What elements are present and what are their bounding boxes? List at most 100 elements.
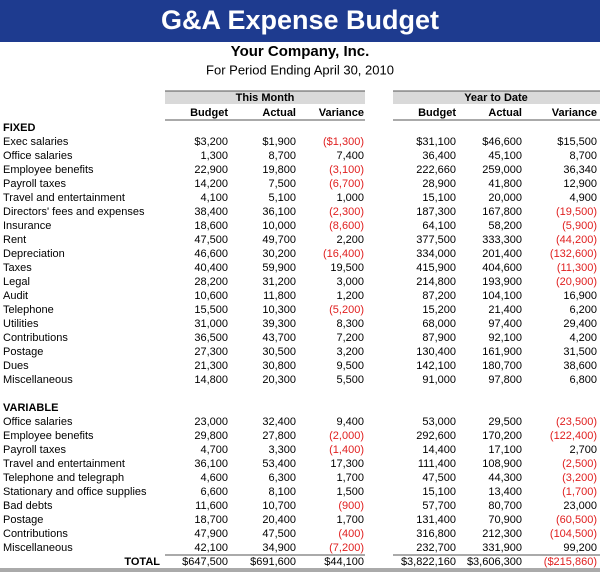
cell: (8,600) xyxy=(329,220,364,232)
cell: $647,500 xyxy=(182,556,228,568)
cell: 7,200 xyxy=(336,332,364,344)
cell: $3,822,160 xyxy=(401,556,456,568)
cell: (900) xyxy=(338,500,364,512)
cell: 99,200 xyxy=(563,542,597,554)
cell: (400) xyxy=(338,528,364,540)
cell: 222,660 xyxy=(416,164,456,176)
cell: 30,500 xyxy=(262,346,296,358)
cell: 28,900 xyxy=(422,178,456,190)
cell: (132,600) xyxy=(550,248,597,260)
cell: (7,200) xyxy=(329,542,364,554)
cell: 6,300 xyxy=(268,472,296,484)
cell: 30,800 xyxy=(262,360,296,372)
cell: 5,500 xyxy=(336,374,364,386)
cell: 36,400 xyxy=(422,150,456,162)
column-header: Budget xyxy=(418,107,456,119)
cell: $46,600 xyxy=(482,136,522,148)
cell: (5,900) xyxy=(562,220,597,232)
column-header: Variance xyxy=(552,107,597,119)
cell: 1,200 xyxy=(336,290,364,302)
cell: 187,300 xyxy=(416,206,456,218)
cell: 7,400 xyxy=(336,150,364,162)
cell: 36,340 xyxy=(563,164,597,176)
row-label: Telephone and telegraph xyxy=(3,472,124,484)
cell: 36,500 xyxy=(194,332,228,344)
cell: 87,900 xyxy=(422,332,456,344)
cell: 15,200 xyxy=(422,304,456,316)
cell: 180,700 xyxy=(482,360,522,372)
cell: 38,600 xyxy=(563,360,597,372)
cell: 8,100 xyxy=(268,486,296,498)
cell: 27,800 xyxy=(262,430,296,442)
cell: 46,600 xyxy=(194,248,228,260)
cell: 15,100 xyxy=(422,192,456,204)
cell: 27,300 xyxy=(194,346,228,358)
cell: 34,900 xyxy=(262,542,296,554)
row-label: Dues xyxy=(3,360,29,372)
cell: 17,100 xyxy=(488,444,522,456)
cell: 22,900 xyxy=(194,164,228,176)
cell: 42,100 xyxy=(194,542,228,554)
cell: 1,000 xyxy=(336,192,364,204)
cell: 14,800 xyxy=(194,374,228,386)
cell: 39,300 xyxy=(262,318,296,330)
cell: 59,900 xyxy=(262,262,296,274)
cell: 170,200 xyxy=(482,430,522,442)
cell: 19,800 xyxy=(262,164,296,176)
cell: 167,800 xyxy=(482,206,522,218)
cell: 47,500 xyxy=(194,234,228,246)
cell: $44,100 xyxy=(324,556,364,568)
cell: 92,100 xyxy=(488,332,522,344)
row-label: Insurance xyxy=(3,220,51,232)
cell: 214,800 xyxy=(416,276,456,288)
cell: 331,900 xyxy=(482,542,522,554)
cell: 4,900 xyxy=(569,192,597,204)
cell: 23,000 xyxy=(194,416,228,428)
column-header: Budget xyxy=(190,107,228,119)
cell: 2,700 xyxy=(569,444,597,456)
cell: 91,000 xyxy=(422,374,456,386)
cell: 8,700 xyxy=(569,150,597,162)
row-label: Miscellaneous xyxy=(3,542,73,554)
cell: (1,400) xyxy=(329,444,364,456)
cell: 10,600 xyxy=(194,290,228,302)
column-header: Actual xyxy=(488,107,522,119)
total-label: TOTAL xyxy=(124,556,160,568)
group-label: This Month xyxy=(236,92,295,104)
cell: (19,500) xyxy=(556,206,597,218)
cell: (3,100) xyxy=(329,164,364,176)
row-label: Directors' fees and expenses xyxy=(3,206,145,218)
cell: 4,600 xyxy=(200,472,228,484)
row-label: Bad debts xyxy=(3,500,53,512)
cell: 4,700 xyxy=(200,444,228,456)
cell: 47,500 xyxy=(422,472,456,484)
cell: (3,200) xyxy=(562,472,597,484)
cell: 15,100 xyxy=(422,486,456,498)
cell: 1,700 xyxy=(336,472,364,484)
cell: 57,700 xyxy=(422,500,456,512)
cell: 5,100 xyxy=(268,192,296,204)
cell: 8,700 xyxy=(268,150,296,162)
cell: 87,200 xyxy=(422,290,456,302)
cell: 31,200 xyxy=(262,276,296,288)
group-label: Year to Date xyxy=(464,92,528,104)
cell: 12,900 xyxy=(563,178,597,190)
cell: (5,200) xyxy=(329,304,364,316)
cell: $1,900 xyxy=(262,136,296,148)
cell: 1,500 xyxy=(336,486,364,498)
row-label: Travel and entertainment xyxy=(3,458,125,470)
cell: ($1,300) xyxy=(323,136,364,148)
row-label: Employee benefits xyxy=(3,430,94,442)
cell: $31,100 xyxy=(416,136,456,148)
cell: 49,700 xyxy=(262,234,296,246)
row-label: Utilities xyxy=(3,318,39,330)
cell: 1,300 xyxy=(200,150,228,162)
cell: 31,000 xyxy=(194,318,228,330)
cell: (2,500) xyxy=(562,458,597,470)
cell: 377,500 xyxy=(416,234,456,246)
cell: 68,000 xyxy=(422,318,456,330)
cell: 16,900 xyxy=(563,290,597,302)
cell: 4,200 xyxy=(569,332,597,344)
cell: 45,100 xyxy=(488,150,522,162)
cell: 3,000 xyxy=(336,276,364,288)
